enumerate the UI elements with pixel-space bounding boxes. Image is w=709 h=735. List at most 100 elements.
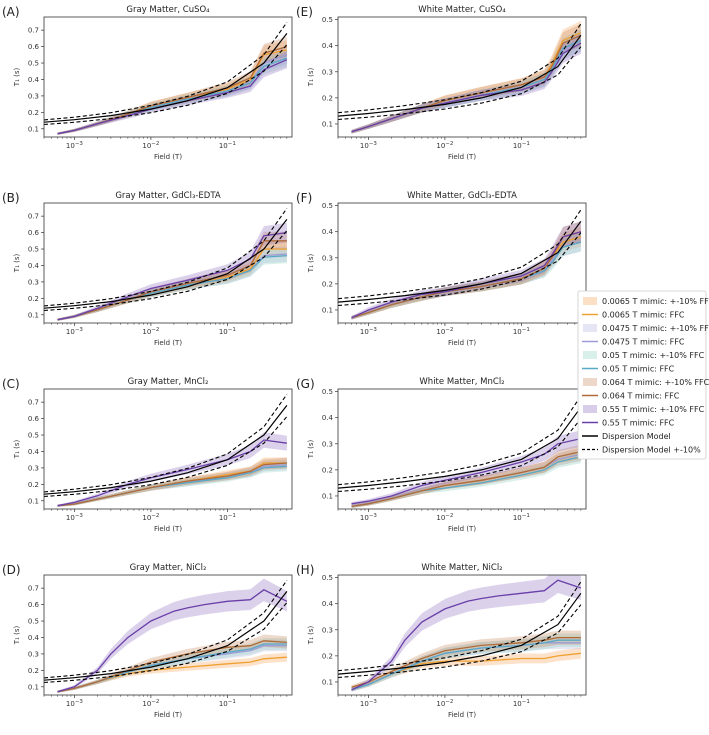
x-tick-label: 10−3 (66, 513, 84, 522)
band-o0065 (57, 40, 287, 135)
y-tick-label: 0.3 (28, 464, 39, 472)
y-tick-label: 0.4 (322, 42, 334, 50)
x-axis-label: Field (T) (154, 339, 182, 347)
model-line (44, 405, 288, 495)
band-o0065 (57, 652, 287, 693)
model-upper (44, 393, 288, 493)
y-tick-label: 0.4 (322, 228, 334, 236)
band-o55 (351, 575, 581, 692)
line-o064 (351, 231, 582, 319)
panel-title: Gray Matter, NiCl₂ (130, 563, 207, 573)
y-tick-label: 0.3 (28, 92, 39, 100)
band-o0475 (351, 29, 581, 134)
legend-item-o55_band: 0.55 T mimic: +-10% FFC (583, 405, 705, 414)
model-upper (338, 209, 582, 300)
legend-label: 0.0475 T mimic: FFC (602, 338, 685, 347)
legend-label: 0.05 T mimic: FFC (602, 365, 675, 374)
y-tick-label: 0.5 (28, 432, 39, 440)
x-tick-label: 10−1 (513, 327, 530, 336)
plot-area (44, 21, 288, 135)
y-tick-label: 0.6 (28, 43, 40, 51)
model-lower (44, 416, 288, 498)
band-o55 (351, 32, 581, 134)
x-tick-label: 10−2 (142, 699, 159, 708)
line-o0065 (57, 49, 288, 135)
model-lower (338, 232, 582, 307)
y-tick-label: 0.1 (322, 306, 333, 314)
model-line (44, 33, 288, 123)
x-tick-label: 10−1 (219, 327, 236, 336)
plot-area (44, 578, 288, 693)
y-tick-label: 0.6 (28, 415, 40, 423)
y-tick-label: 0.2 (28, 295, 39, 303)
x-axis-label: Field (T) (448, 525, 476, 533)
y-axis-label: T₁ (s) (307, 68, 315, 88)
x-tick-label: 10−1 (219, 513, 236, 522)
model-lower (44, 230, 288, 312)
model-line (338, 406, 582, 489)
panel-label: (D) (2, 563, 21, 577)
band-o05 (351, 633, 581, 692)
y-tick-label: 0.2 (28, 109, 39, 117)
line-o064 (351, 636, 581, 688)
band-o55 (57, 578, 287, 693)
model-lower (44, 44, 288, 126)
legend-label: Dispersion Model +-10% (602, 446, 701, 455)
x-axis-label: Field (T) (448, 711, 476, 719)
model-upper (338, 23, 582, 114)
legend-label: 0.0065 T mimic: FFC (602, 311, 685, 320)
band-o064 (57, 231, 287, 321)
y-axis-label: T₁ (s) (307, 440, 315, 460)
y-tick-label: 0.3 (322, 254, 333, 262)
y-tick-label: 0.7 (28, 399, 39, 407)
x-tick-label: 10−2 (436, 513, 453, 522)
panel-title: White Matter, GdCl₃-EDTA (407, 191, 517, 201)
band-o064 (57, 457, 287, 507)
y-tick-label: 0.4 (28, 634, 40, 642)
band-o55 (57, 222, 287, 321)
legend-swatch (583, 405, 597, 413)
panel-a: (A) Gray Matter, CuSO₄ 0.1 0.2 0.3 0.4 0.5 0.6 0… (2, 5, 293, 161)
x-tick-label: 10−3 (66, 141, 84, 150)
y-tick-label: 0.7 (28, 213, 39, 221)
y-axis-label: T₁ (s) (13, 440, 21, 460)
line-o55 (351, 42, 582, 133)
x-axis-label: Field (T) (154, 711, 182, 719)
panel-title: White Matter, MnCl₂ (419, 377, 504, 387)
band-o0475 (57, 45, 287, 135)
line-o55 (57, 231, 287, 321)
y-tick-label: 0.1 (322, 492, 333, 500)
plot-area (44, 207, 288, 321)
panel-b: (B) Gray Matter, GdCl₃-EDTA 0.1 0.2 0.3 0.4 0.… (2, 191, 293, 347)
panel-f: (F) White Matter, GdCl₃-EDTA 0.1 0.2 0.3 0.4 0… (296, 191, 587, 347)
y-axis-label: T₁ (s) (13, 254, 21, 274)
plot-area (338, 209, 582, 320)
legend-item-o05_line: 0.05 T mimic: FFC (582, 365, 675, 374)
x-tick-label: 10−3 (360, 699, 378, 708)
band-o064 (57, 634, 287, 693)
panel-e: (E) White Matter, CuSO₄ 0.1 0.2 0.3 0.4 0.5 10−… (296, 5, 587, 161)
axes-frame (337, 202, 587, 324)
panel-h: (H) White Matter, NiCl₂ 0.1 0.2 0.3 0.4 0.5 10−… (296, 563, 587, 719)
x-tick-label: 10−3 (66, 699, 84, 708)
band-o55 (57, 51, 287, 135)
model-upper (44, 21, 288, 121)
y-tick-label: 0.7 (28, 585, 39, 593)
model-upper (44, 207, 288, 307)
y-tick-label: 0.4 (28, 262, 40, 270)
x-tick-label: 10−2 (142, 327, 159, 336)
y-tick-label: 0.5 (322, 202, 333, 210)
plot-area (338, 20, 582, 134)
legend-label: Dispersion Model (602, 432, 671, 441)
y-axis-label: T₁ (s) (13, 68, 21, 88)
x-tick-label: 10−1 (513, 141, 530, 150)
x-tick-label: 10−2 (142, 513, 159, 522)
legend-item-o05_band: 0.05 T mimic: +-10% FFC (583, 351, 705, 360)
panel-label: (G) (296, 377, 315, 391)
model-lower (338, 418, 582, 493)
band-o0065 (351, 447, 581, 508)
y-tick-label: 0.3 (28, 278, 39, 286)
model-lower (44, 602, 288, 684)
axes-frame (337, 16, 587, 138)
plot-area (44, 393, 288, 507)
